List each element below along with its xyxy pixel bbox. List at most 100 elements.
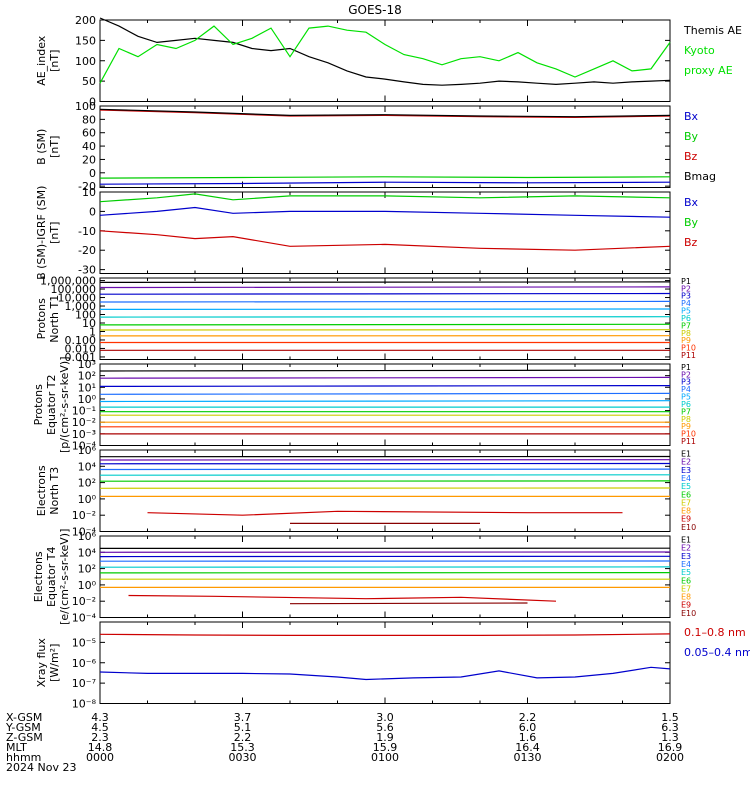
legend-label: E7 [681,498,691,507]
y-tick-label: 0 [89,96,96,109]
legend-label: P9 [681,422,691,431]
footer-cell: 16.9 [658,741,683,754]
footer-date: 2024 Nov 23 [6,761,76,774]
y-tick-label: 1,000,000 [40,275,96,288]
footer-cell: 5.1 [234,721,252,734]
y-tick-label: 10,000 [58,292,97,305]
footer-cell: 0030 [229,751,257,764]
y-tick-label: 100 [75,309,96,322]
legend-label: Bmag [684,170,716,183]
y-tick-label: 0.001 [65,351,97,364]
series-line-bx [99,206,671,218]
legend-label: E1 [681,450,691,459]
footer-cell: 2.3 [91,731,109,744]
footer-cell: 14.8 [88,741,113,754]
footer-cell: 6.0 [519,721,537,734]
legend-label: Kyoto [684,44,715,57]
series-line-e9 [147,510,623,516]
footer-cell: 5.6 [376,721,394,734]
y-tick-label: 20 [82,153,96,166]
y-tick-label: 0 [89,167,96,180]
legend-label: E2 [681,544,691,553]
panel-frame [99,621,671,704]
y-axis-label: Electrons [35,465,48,516]
y-tick-label: 10⁰ [78,579,97,592]
legend-label: E9 [681,515,691,524]
footer-cell: 1.9 [376,731,394,744]
legend-label: E6 [681,576,691,585]
y-tick-label: 10 [82,317,96,330]
y-tick-label: 10¹ [78,381,96,394]
legend-label: E5 [681,482,691,491]
legend-label: P2 [681,370,691,379]
y-tick-label: 50 [82,75,96,88]
legend-label: P5 [681,393,691,402]
y-tick-label: 1,000 [65,300,97,313]
series-line-e9 [128,594,557,602]
y-tick-label: -20 [78,244,96,257]
y-tick-label: 10⁰ [78,393,97,406]
y-tick-label: 80 [82,113,96,126]
footer-cell: 2.2 [519,711,537,724]
footer-cell: 0130 [514,751,542,764]
y-tick-label: 0 [89,205,96,218]
y-tick-label: 10⁻⁴ [72,612,97,625]
y-tick-label: 10⁻⁴ [72,526,97,539]
footer-row-label: Y-GSM [5,721,41,734]
y-tick-label: 40 [82,140,96,153]
series-line-0-1-0-8-nm [99,633,671,637]
footer-cell: 0200 [656,751,684,764]
y-tick-label: 10² [78,370,96,383]
y-axis-label: [p/(cm²-s-sr-keV)] [58,357,71,454]
series-line-p3 [99,292,671,295]
footer-cell: 3.7 [234,711,252,724]
legend-label: P1 [681,363,691,372]
legend-label: P11 [681,351,696,360]
y-tick-label: 100 [75,100,96,113]
legend-label: E8 [681,507,691,516]
y-tick-label: 10⁴ [78,460,97,473]
legend-label: E8 [681,593,691,602]
series-line-e10 [289,602,528,605]
panel-4: 0.0010.0100.1001101001,00010,000100,0001… [35,275,696,364]
legend-label: By [684,216,699,229]
footer-row-label: MLT [6,741,27,754]
legend-label: P1 [681,277,691,286]
series-line-bz [99,230,671,251]
footer-cell: 1.3 [661,731,679,744]
series-line-p3 [99,385,671,387]
footer-cell: 1.6 [519,731,537,744]
y-tick-label: 200 [75,14,96,27]
legend-label: E4 [681,560,691,569]
legend-label: P10 [681,430,696,439]
footer-cell: 16.4 [515,741,540,754]
y-axis-label: North T3 [48,467,61,515]
y-tick-label: -20 [78,180,96,193]
legend-label: Bz [684,150,698,163]
legend-label: E3 [681,466,691,475]
y-axis-label: Protons [32,384,45,425]
series-line-kyoto-proxy-ae [99,25,671,84]
legend-label: E3 [681,552,691,561]
y-axis-label: Equator T4 [45,547,58,607]
y-tick-label: 0.010 [65,342,97,355]
series-line-p2 [99,286,671,289]
y-tick-label: -10 [78,225,96,238]
series-line-p4 [99,300,671,303]
panel-8: 10⁻⁸ 10⁻⁷ 10⁻⁶ 10⁻⁵ Xray flux [W/m²] 0.1–0.8 n… [35,621,750,711]
legend-label: 0.1–0.8 nm [684,626,746,639]
footer-cell: 2.2 [234,731,252,744]
y-tick-label: 10⁻⁵ [72,636,96,649]
legend-label: P4 [681,299,691,308]
legend-label: P11 [681,437,696,446]
y-tick-label: 10⁻⁶ [72,657,97,670]
y-axis-label: Equator T2 [45,375,58,435]
y-axis-label: [nT] [48,136,61,158]
footer-cell: 0100 [371,751,399,764]
legend-label: P8 [681,415,691,424]
y-tick-label: 150 [75,34,96,47]
legend-label: P7 [681,407,691,416]
series-line-bmag [99,108,671,118]
